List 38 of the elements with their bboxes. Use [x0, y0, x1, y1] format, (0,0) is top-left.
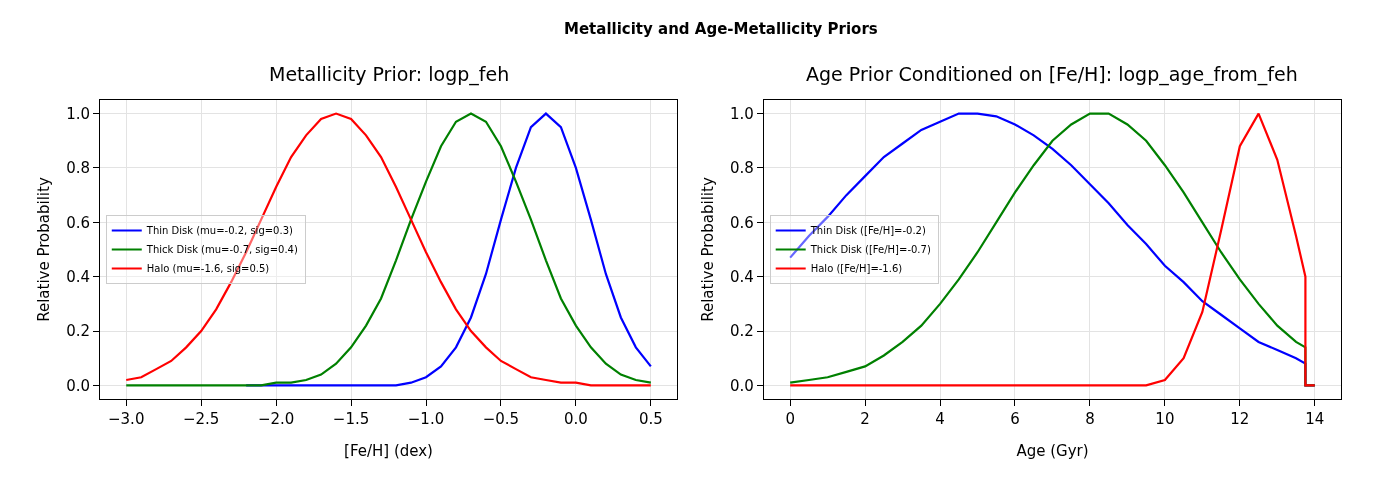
chart-title: Age Prior Conditioned on [Fe/H]: logp_age_from_feh	[806, 63, 1298, 86]
x-tick-label: 8	[1085, 410, 1095, 428]
text: Metallicity and Age-Metallicity Priors	[564, 20, 878, 38]
y-tick-label: 0.4	[730, 267, 754, 286]
y-tick-label: 1.0	[66, 104, 90, 123]
x-tick-label: −3.0	[108, 410, 145, 428]
x-tick-label: −2.5	[182, 410, 220, 428]
x-tick-label: 0	[785, 410, 795, 428]
y-tick-label: 0.6	[730, 213, 754, 232]
chart-subtitle: Metallicity Prior: logp_feh	[269, 63, 510, 86]
x-tick-label: −1.0	[407, 410, 445, 428]
x-tick-label: −2.0	[257, 410, 295, 428]
x-tick-label: 12	[1230, 410, 1250, 428]
y-axis-title: Relative Probability	[699, 177, 718, 322]
y-tick-label: 1.0	[730, 104, 754, 123]
x-tick-label: 14	[1305, 410, 1325, 428]
y-tick-label: 0.0	[730, 376, 754, 395]
x-tick-label: 4	[935, 410, 945, 428]
line-series	[125, 112, 652, 387]
legend-label: Thick Disk ([Fe/H]=-0.7)	[809, 244, 931, 256]
x-axis-title: Age (Gyr)	[1016, 442, 1089, 460]
x-tick-label: −1.5	[332, 410, 370, 428]
y-tick-label: 0.6	[66, 213, 90, 232]
y-tick-label: 0.2	[66, 322, 90, 341]
x-tick-label: 6	[1010, 410, 1020, 428]
x-tick-label: 2	[860, 410, 870, 428]
x-axis-title: [Fe/H] (dex)	[344, 442, 433, 460]
y-tick-label: 0.8	[66, 159, 90, 178]
x-tick-label: 10	[1155, 410, 1175, 428]
y-tick-label: 0.0	[66, 376, 90, 395]
y-axis-title: Relative Probability	[35, 177, 54, 322]
legend-label: Halo ([Fe/H]=-1.6)	[810, 263, 903, 275]
x-tick-label: −0.5	[482, 410, 520, 428]
y-tick-label: 0.8	[730, 159, 754, 178]
y-tick-label: 0.2	[730, 322, 754, 341]
x-tick-label: 0.5	[638, 410, 663, 428]
x-tick-label: 0.0	[563, 410, 588, 428]
y-tick-label: 0.4	[66, 267, 90, 286]
